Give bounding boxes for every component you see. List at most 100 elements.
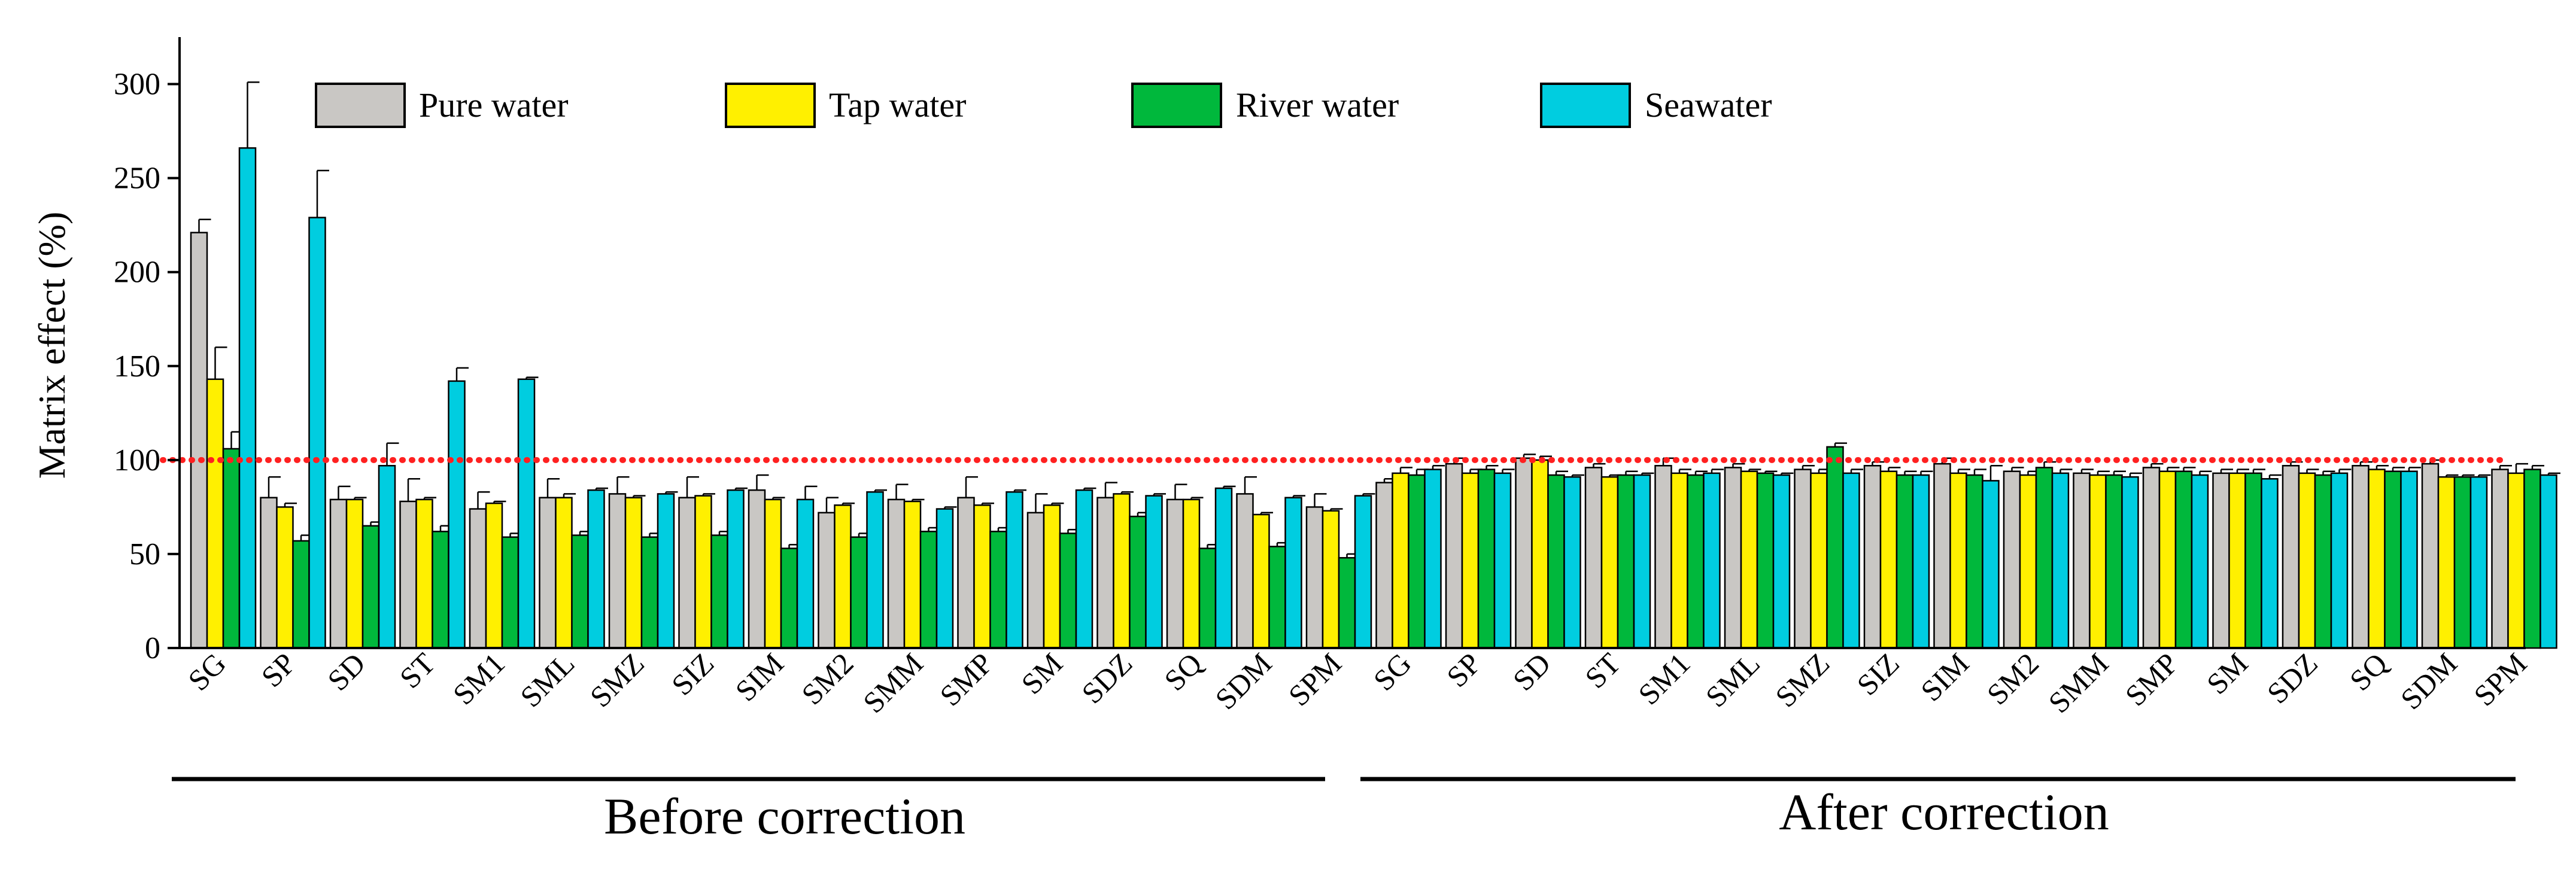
- bar-pure-water-spm-after: [2491, 469, 2509, 649]
- bar-river-water-sdm-before: [1268, 546, 1286, 649]
- bar-pure-water-sim-after: [1933, 463, 1951, 649]
- bar-pure-water-sg-after: [1375, 482, 1393, 649]
- bar-river-water-sq-after: [2384, 470, 2402, 649]
- bar-seawater-sd-before: [378, 465, 396, 649]
- bar-pure-water-sm2-after: [2003, 470, 2021, 649]
- bar-seawater-sg-after: [1424, 469, 1442, 649]
- bar-pure-water-smm-after: [2073, 472, 2091, 649]
- category-label-sq-after: SQ: [2343, 646, 2394, 697]
- bar-river-water-spm-before: [1338, 556, 1356, 649]
- category-label-sq-before: SQ: [1158, 646, 1208, 697]
- bar-river-water-sdz-after: [2314, 474, 2332, 649]
- bar-pure-water-sp-before: [260, 497, 278, 649]
- bar-pure-water-sg-before: [190, 232, 208, 649]
- bar-seawater-sm1-before: [517, 378, 536, 649]
- category-label-sdm-before: SDM: [1208, 646, 1278, 716]
- legend-swatch-tap-water: [725, 83, 816, 128]
- legend: Pure water Tap water River water Seawate…: [315, 83, 1772, 128]
- legend-item-seawater: Seawater: [1540, 83, 1772, 128]
- bar-river-water-smm-after: [2105, 474, 2123, 649]
- bar-pure-water-smz-after: [1794, 469, 1812, 649]
- bar-tap-water-st-after: [1600, 476, 1619, 649]
- bar-river-water-sim-after: [1966, 474, 1983, 649]
- bar-river-water-smz-after: [1826, 446, 1844, 649]
- bar-seawater-smp-before: [1006, 491, 1023, 649]
- bar-seawater-sdz-before: [1145, 495, 1163, 649]
- bar-pure-water-sml-before: [539, 497, 557, 649]
- legend-item-tap-water: Tap water: [725, 83, 966, 128]
- bar-seawater-spm-after: [2539, 474, 2557, 649]
- bar-pure-water-sdz-after: [2282, 465, 2300, 649]
- bar-river-water-smm-before: [919, 530, 938, 649]
- bar-pure-water-st-after: [1584, 467, 1603, 649]
- category-label-sp-before: SP: [255, 646, 302, 693]
- bar-river-water-sm1-after: [1687, 474, 1705, 649]
- bar-tap-water-sdz-before: [1113, 493, 1131, 649]
- bar-river-water-sm-before: [1059, 533, 1077, 649]
- bar-river-water-smp-after: [2174, 470, 2193, 649]
- bar-seawater-st-after: [1633, 474, 1651, 649]
- bar-seawater-sim-before: [796, 498, 815, 649]
- bar-tap-water-sim-after: [1949, 472, 1967, 649]
- bar-seawater-smz-before: [657, 493, 675, 649]
- bar-seawater-spm-before: [1354, 495, 1372, 649]
- bar-seawater-sm2-before: [866, 491, 884, 649]
- bar-tap-water-sdm-before: [1252, 513, 1270, 649]
- bar-tap-water-sg-before: [206, 378, 224, 649]
- bar-pure-water-sm1-after: [1654, 465, 1672, 649]
- y-axis-title: Matrix effect (%): [31, 212, 73, 479]
- legend-item-river-water: River water: [1131, 83, 1399, 128]
- bar-tap-water-sg-after: [1392, 472, 1409, 649]
- category-label-sm1-after: SM1: [1632, 646, 1696, 711]
- bar-seawater-st-before: [448, 380, 466, 649]
- bar-pure-water-sp-after: [1445, 463, 1463, 649]
- bar-river-water-st-after: [1617, 474, 1635, 649]
- bar-seawater-sm-after: [2261, 478, 2279, 649]
- bar-pure-water-sm1-before: [469, 508, 487, 649]
- bar-tap-water-sm-after: [2228, 472, 2246, 649]
- bar-tap-water-sml-before: [555, 497, 573, 649]
- legend-label-pure-water: Pure water: [419, 86, 569, 124]
- bar-tap-water-sp-after: [1461, 472, 1480, 649]
- bar-pure-water-smz-before: [608, 493, 627, 649]
- category-label-siz-after: SIZ: [1850, 646, 1906, 702]
- bar-seawater-sdm-after: [2469, 476, 2488, 649]
- bar-river-water-sd-before: [362, 525, 380, 649]
- category-label-st-before: ST: [393, 646, 442, 695]
- bar-seawater-smp-after: [2191, 474, 2209, 649]
- axes: [178, 37, 2526, 649]
- bar-tap-water-sd-after: [1531, 459, 1549, 649]
- bar-tap-water-sq-before: [1182, 498, 1201, 649]
- bar-river-water-st-before: [432, 530, 449, 649]
- bar-river-water-sm-after: [2244, 472, 2262, 649]
- bar-tap-water-sdm-after: [2437, 476, 2456, 649]
- category-label-st-after: ST: [1578, 646, 1627, 695]
- bar-tap-water-sm2-after: [2019, 474, 2037, 649]
- category-label-sd-before: SD: [321, 646, 372, 697]
- bar-seawater-sml-before: [587, 489, 605, 649]
- bar-tap-water-smz-before: [624, 497, 643, 649]
- legend-swatch-seawater: [1540, 83, 1631, 128]
- bar-river-water-smp-before: [989, 530, 1007, 649]
- bar-river-water-sdz-before: [1129, 515, 1147, 649]
- bars: [160, 81, 2560, 649]
- category-label-sml-after: SML: [1699, 646, 1766, 713]
- bar-pure-water-sq-before: [1166, 498, 1184, 649]
- category-label-sg-before: SG: [181, 646, 232, 697]
- bar-pure-water-smm-before: [887, 498, 906, 649]
- bar-tap-water-sm-before: [1043, 504, 1061, 649]
- category-label-sdz-after: SDZ: [2261, 646, 2324, 710]
- category-label-sm1-before: SM1: [446, 646, 511, 711]
- bar-pure-water-smp-after: [2142, 467, 2161, 649]
- bar-seawater-sp-before: [308, 217, 326, 649]
- bar-river-water-sd-after: [1547, 474, 1565, 649]
- y-tick-label: 250: [114, 162, 160, 196]
- bar-river-water-sml-after: [1756, 472, 1775, 649]
- bar-river-water-sm1-before: [501, 536, 520, 649]
- category-label-spm-before: SPM: [1282, 646, 1348, 712]
- bar-seawater-smz-after: [1842, 472, 1860, 649]
- y-tick-label: 50: [129, 537, 160, 571]
- bar-pure-water-sm-before: [1026, 512, 1045, 649]
- bar-tap-water-siz-after: [1879, 470, 1898, 649]
